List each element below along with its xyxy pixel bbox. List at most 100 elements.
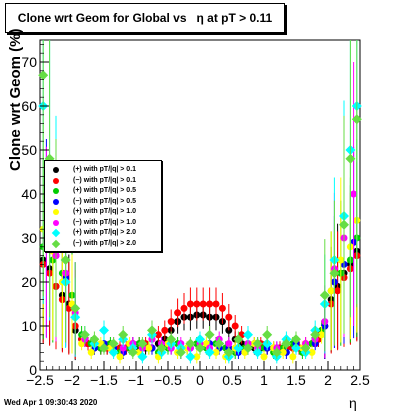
data-point <box>243 329 253 340</box>
data-point <box>70 303 81 314</box>
data-point <box>175 347 186 358</box>
x-tick-label: −1 <box>128 372 144 388</box>
data-point <box>260 353 268 361</box>
data-point <box>195 334 205 345</box>
data-point <box>214 338 225 349</box>
data-point <box>108 347 119 358</box>
data-point <box>166 334 177 345</box>
data-point <box>137 351 148 362</box>
legend-item: (+) with pT/|q| > 2.0 <box>45 228 159 238</box>
data-point <box>243 343 253 353</box>
data-point <box>334 287 342 295</box>
data-point <box>174 309 182 317</box>
y-tick-label: 70 <box>21 54 37 70</box>
data-point <box>319 290 330 301</box>
x-tick-label: 2 <box>324 372 332 388</box>
data-point <box>225 340 233 348</box>
data-point <box>252 347 263 358</box>
legend-marker <box>53 177 59 184</box>
data-point <box>38 70 49 81</box>
y-tick-label: 10 <box>21 318 37 334</box>
legend-item: (+) with pT/|q| > 0.1 <box>45 165 159 175</box>
data-point <box>195 343 205 353</box>
legend-item: (−) with pT/|q| > 1.0 <box>45 218 159 228</box>
legend-item: (−) with pT/|q| > 2.0 <box>45 239 159 249</box>
data-point <box>186 300 194 308</box>
data-point <box>206 300 214 308</box>
data-point <box>291 334 301 345</box>
data-point <box>145 344 153 352</box>
legend-item: (+) with pT/|q| > 0.5 <box>45 186 159 196</box>
data-point <box>167 318 175 326</box>
x-axis-label: η <box>349 395 357 411</box>
y-tick-label: 30 <box>21 230 37 246</box>
data-point <box>185 338 196 349</box>
timestamp-footer: Wed Apr 1 09:30:43 2020 <box>4 398 98 407</box>
legend-label: (+) with pT/|q| > 1.0 <box>73 208 137 215</box>
data-point <box>119 344 127 352</box>
y-tick-label: 20 <box>21 274 37 290</box>
legend-marker <box>53 209 59 215</box>
x-tick-label: 2.5 <box>350 372 370 388</box>
data-point <box>87 348 95 356</box>
data-point <box>231 322 239 330</box>
legend-marker <box>53 188 59 194</box>
legend-marker <box>51 228 61 238</box>
data-point <box>308 348 316 356</box>
x-tick-label: −1.5 <box>90 372 118 388</box>
legend-label: (+) with pT/|q| > 0.5 <box>73 187 137 194</box>
data-point <box>79 329 90 340</box>
y-axis-label: Clone wrt Geom (%) <box>7 28 24 171</box>
y-tick-label: 0 <box>29 362 37 378</box>
data-point <box>212 300 220 308</box>
legend-label: (+) with pT/|q| > 2.0 <box>73 229 137 236</box>
data-point <box>279 348 287 356</box>
x-tick-label: 1.5 <box>286 372 306 388</box>
data-point <box>199 300 207 308</box>
data-point <box>291 343 301 353</box>
y-tick-label: 40 <box>21 186 37 202</box>
legend-marker <box>53 198 59 205</box>
data-point <box>350 190 358 198</box>
data-point <box>127 347 138 358</box>
x-tick-label: 0.5 <box>222 372 242 388</box>
data-point <box>193 300 201 308</box>
data-point <box>223 347 234 358</box>
data-point <box>327 287 335 295</box>
chart-title: Clone wrt Geom for Global vs η at pT > 0… <box>5 3 285 33</box>
data-point <box>289 353 297 361</box>
data-point <box>281 338 292 349</box>
data-point <box>60 255 71 265</box>
data-point <box>310 329 321 340</box>
data-point <box>337 256 345 264</box>
x-tick-label: −2.5 <box>26 372 54 388</box>
data-point <box>180 304 188 312</box>
data-point <box>204 329 215 340</box>
data-point <box>351 114 362 125</box>
data-point <box>300 343 311 353</box>
legend-marker <box>53 167 59 173</box>
data-point <box>185 351 196 362</box>
data-point <box>204 347 215 358</box>
legend: (+) with pT/|q| > 0.1 (−) with pT/|q| > 0… <box>44 160 162 252</box>
data-point <box>233 334 244 345</box>
data-point <box>161 326 169 334</box>
data-point <box>339 219 349 230</box>
data-point <box>116 353 124 361</box>
data-point <box>99 343 109 353</box>
x-tick-label: −0.5 <box>154 372 182 388</box>
data-point <box>147 325 157 336</box>
legend-label: (−) with pT/|q| > 2.0 <box>73 239 137 247</box>
legend-item: (+) with pT/|q| > 1.0 <box>45 207 159 217</box>
data-point <box>218 304 226 312</box>
y-tick-label: 60 <box>21 98 37 114</box>
data-point <box>156 343 167 353</box>
data-point <box>271 347 282 358</box>
data-point <box>318 331 326 339</box>
x-tick-label: −2 <box>64 372 80 388</box>
data-point <box>137 338 148 349</box>
legend-label: (−) with pT/|q| > 0.1 <box>73 176 137 184</box>
data-point <box>262 329 273 340</box>
data-point <box>212 348 220 356</box>
data-point <box>89 334 100 345</box>
